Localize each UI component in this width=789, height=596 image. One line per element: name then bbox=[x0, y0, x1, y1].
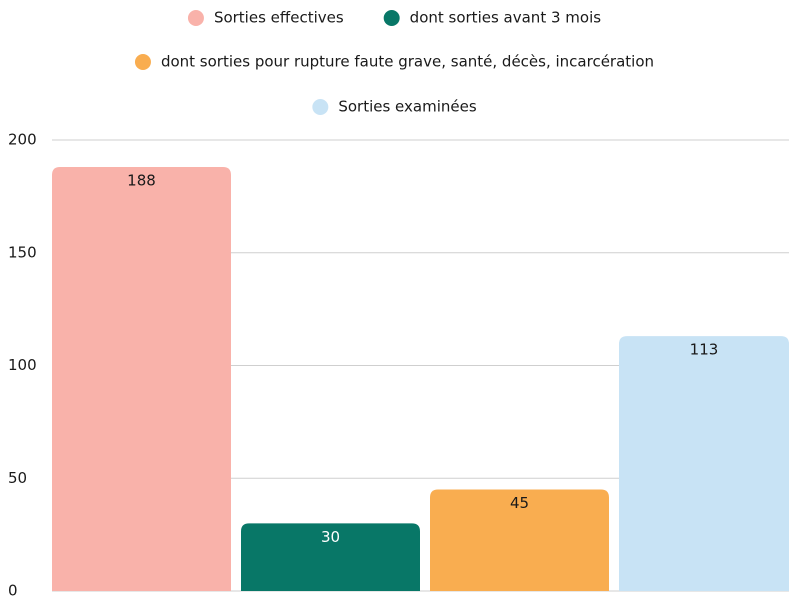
y-tick-label: 50 bbox=[8, 469, 27, 487]
legend-dot bbox=[312, 99, 329, 115]
data-label: 188 bbox=[127, 172, 156, 190]
data-label: 113 bbox=[690, 341, 719, 359]
legend-dot bbox=[187, 10, 204, 26]
data-label: 45 bbox=[510, 494, 529, 512]
y-tick-label: 100 bbox=[8, 356, 37, 374]
legend-dot bbox=[134, 54, 151, 70]
bar bbox=[619, 336, 789, 591]
bar bbox=[241, 523, 420, 591]
data-label: 30 bbox=[321, 528, 340, 546]
legend-label: Sorties effectives bbox=[214, 9, 344, 27]
y-tick-label: 0 bbox=[8, 582, 18, 596]
bar bbox=[430, 489, 609, 591]
y-tick-label: 200 bbox=[8, 131, 37, 149]
bar bbox=[52, 167, 231, 591]
legend-label: Sorties examinées bbox=[338, 98, 477, 116]
legend-label: dont sorties avant 3 mois bbox=[410, 9, 602, 27]
legend-dot bbox=[383, 10, 400, 26]
legend-label: dont sorties pour rupture faute grave, s… bbox=[161, 53, 654, 71]
y-tick-label: 150 bbox=[8, 243, 37, 261]
